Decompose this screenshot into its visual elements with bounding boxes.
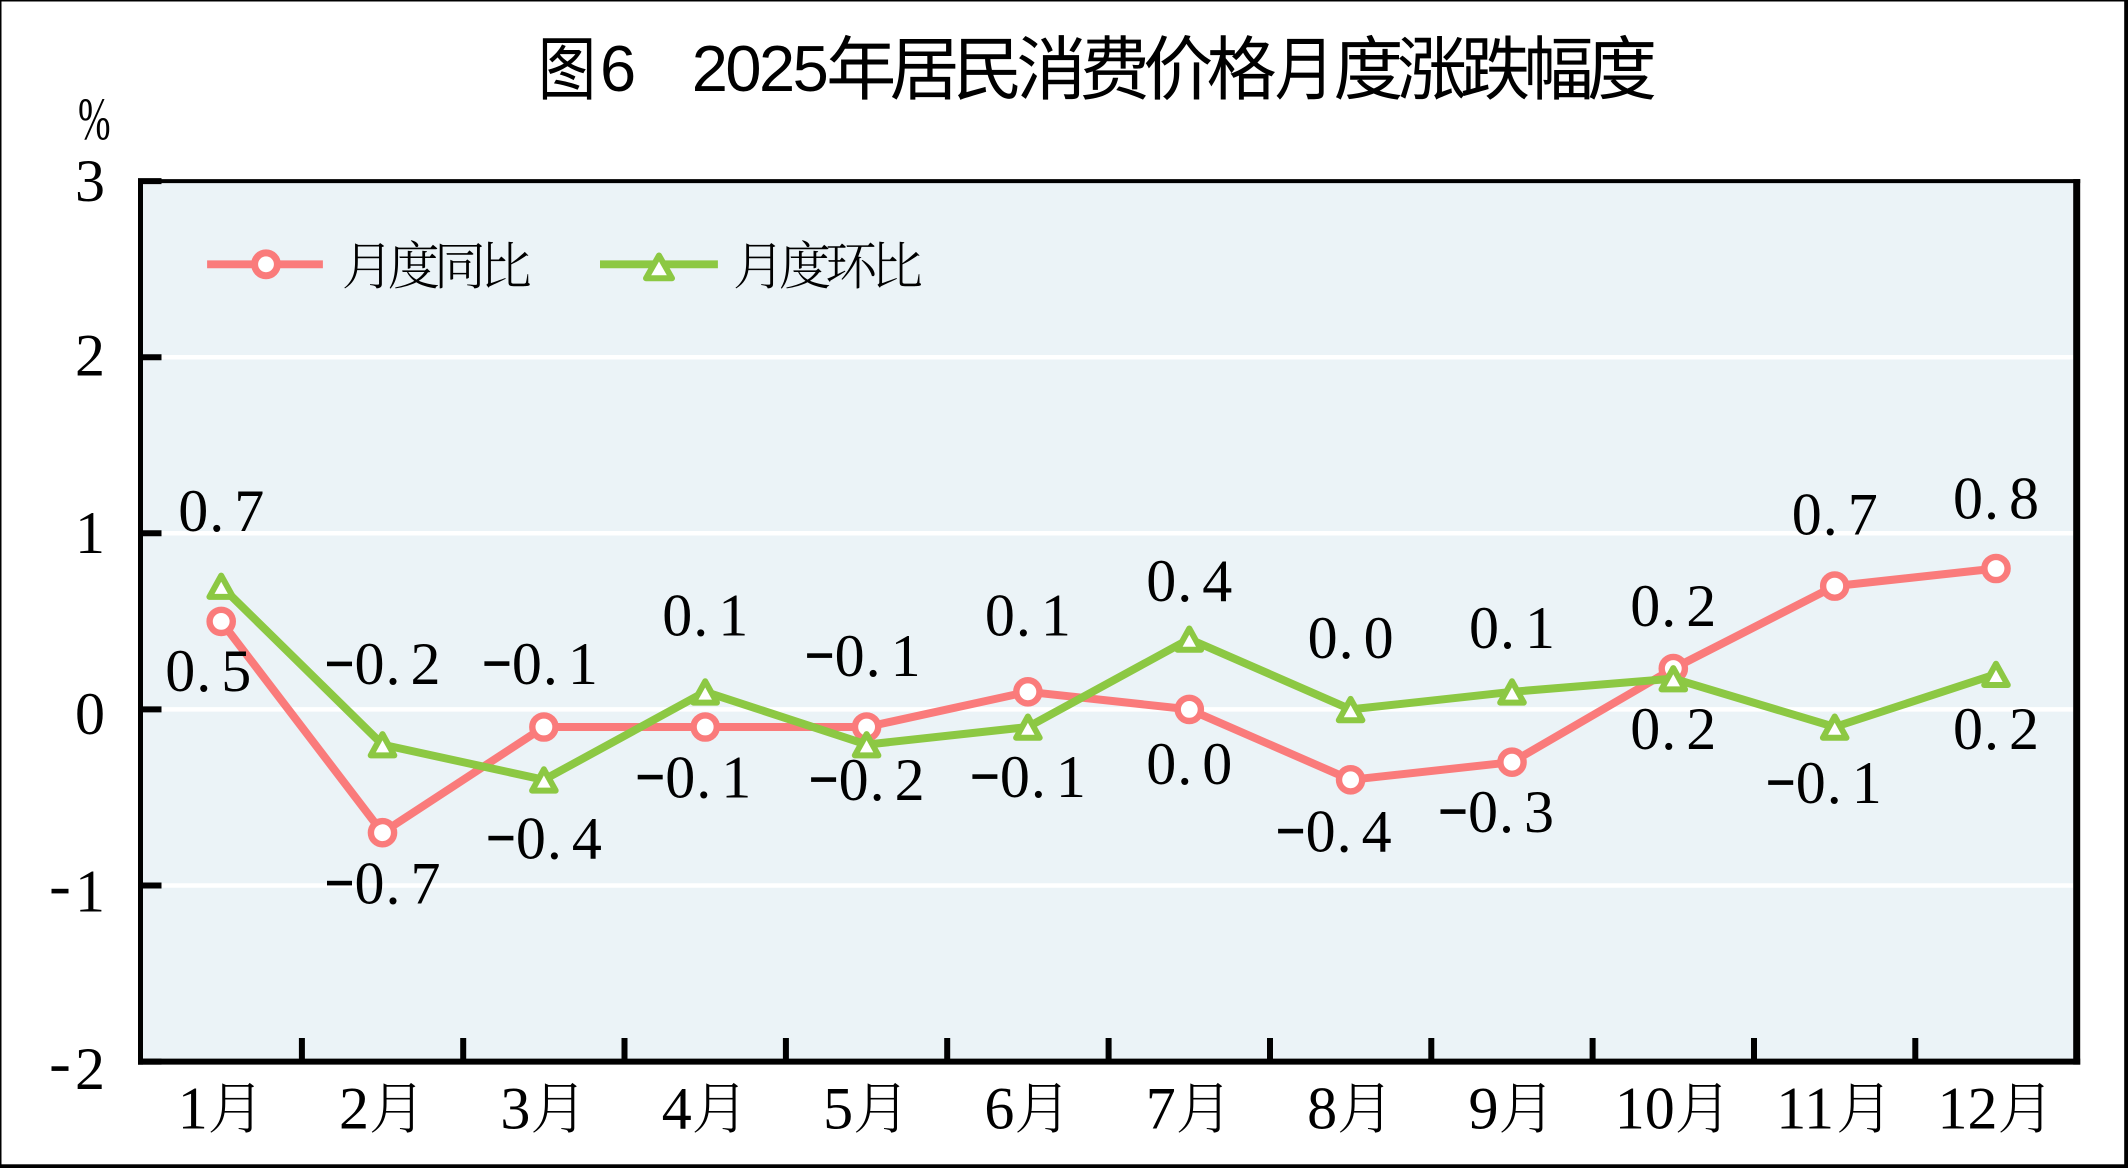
svg-text:0.8: 0.8 — [1953, 465, 2039, 531]
svg-text:0.5: 0.5 — [165, 638, 251, 704]
svg-text:2: 2 — [75, 1036, 105, 1102]
svg-text:4: 4 — [662, 1075, 692, 1141]
svg-text:0.2: 0.2 — [1630, 696, 1716, 762]
svg-text:12: 12 — [1938, 1075, 1998, 1141]
svg-text:0.2: 0.2 — [1630, 573, 1716, 639]
svg-text:0.7: 0.7 — [355, 850, 441, 916]
svg-text:0.1: 0.1 — [665, 744, 751, 810]
svg-text:11: 11 — [1776, 1075, 1834, 1141]
svg-text:6: 6 — [600, 32, 636, 105]
svg-text:5: 5 — [823, 1075, 853, 1141]
svg-text:1: 1 — [178, 1075, 208, 1141]
svg-text:1: 1 — [75, 500, 105, 566]
svg-text:0.0: 0.0 — [1146, 731, 1232, 797]
svg-text:0.7: 0.7 — [178, 478, 264, 544]
svg-text:%: % — [78, 86, 111, 152]
svg-text:0.1: 0.1 — [835, 623, 921, 689]
svg-text:2: 2 — [759, 32, 795, 105]
svg-text:10: 10 — [1615, 1075, 1675, 1141]
svg-text:0.1: 0.1 — [662, 582, 748, 648]
svg-text:0.1: 0.1 — [985, 582, 1071, 648]
svg-text:0.4: 0.4 — [1306, 798, 1392, 864]
svg-text:0.1: 0.1 — [1000, 744, 1086, 810]
svg-text:0.1: 0.1 — [512, 631, 598, 697]
svg-text:0: 0 — [725, 32, 761, 105]
svg-text:0.0: 0.0 — [1308, 605, 1394, 671]
svg-text:7: 7 — [1146, 1075, 1176, 1141]
svg-text:3: 3 — [500, 1075, 530, 1141]
svg-text:2: 2 — [75, 323, 105, 389]
svg-text:0: 0 — [75, 681, 105, 747]
svg-text:0.1: 0.1 — [1796, 750, 1882, 816]
svg-text:0.3: 0.3 — [1468, 779, 1554, 845]
svg-text:6: 6 — [984, 1075, 1014, 1141]
svg-text:0.4: 0.4 — [516, 805, 602, 871]
svg-text:0.1: 0.1 — [1469, 595, 1555, 661]
svg-text:2: 2 — [339, 1075, 369, 1141]
svg-text:0.2: 0.2 — [1953, 696, 2039, 762]
svg-text:9: 9 — [1469, 1075, 1499, 1141]
svg-text:0.4: 0.4 — [1146, 548, 1232, 614]
svg-text:1: 1 — [75, 858, 105, 924]
svg-text:5: 5 — [793, 32, 829, 105]
svg-text:0.2: 0.2 — [839, 747, 925, 813]
svg-text:3: 3 — [75, 148, 105, 214]
svg-text:0.7: 0.7 — [1792, 481, 1878, 547]
svg-text:8: 8 — [1307, 1075, 1337, 1141]
svg-text:0.2: 0.2 — [355, 631, 441, 697]
svg-text:2: 2 — [692, 32, 728, 105]
